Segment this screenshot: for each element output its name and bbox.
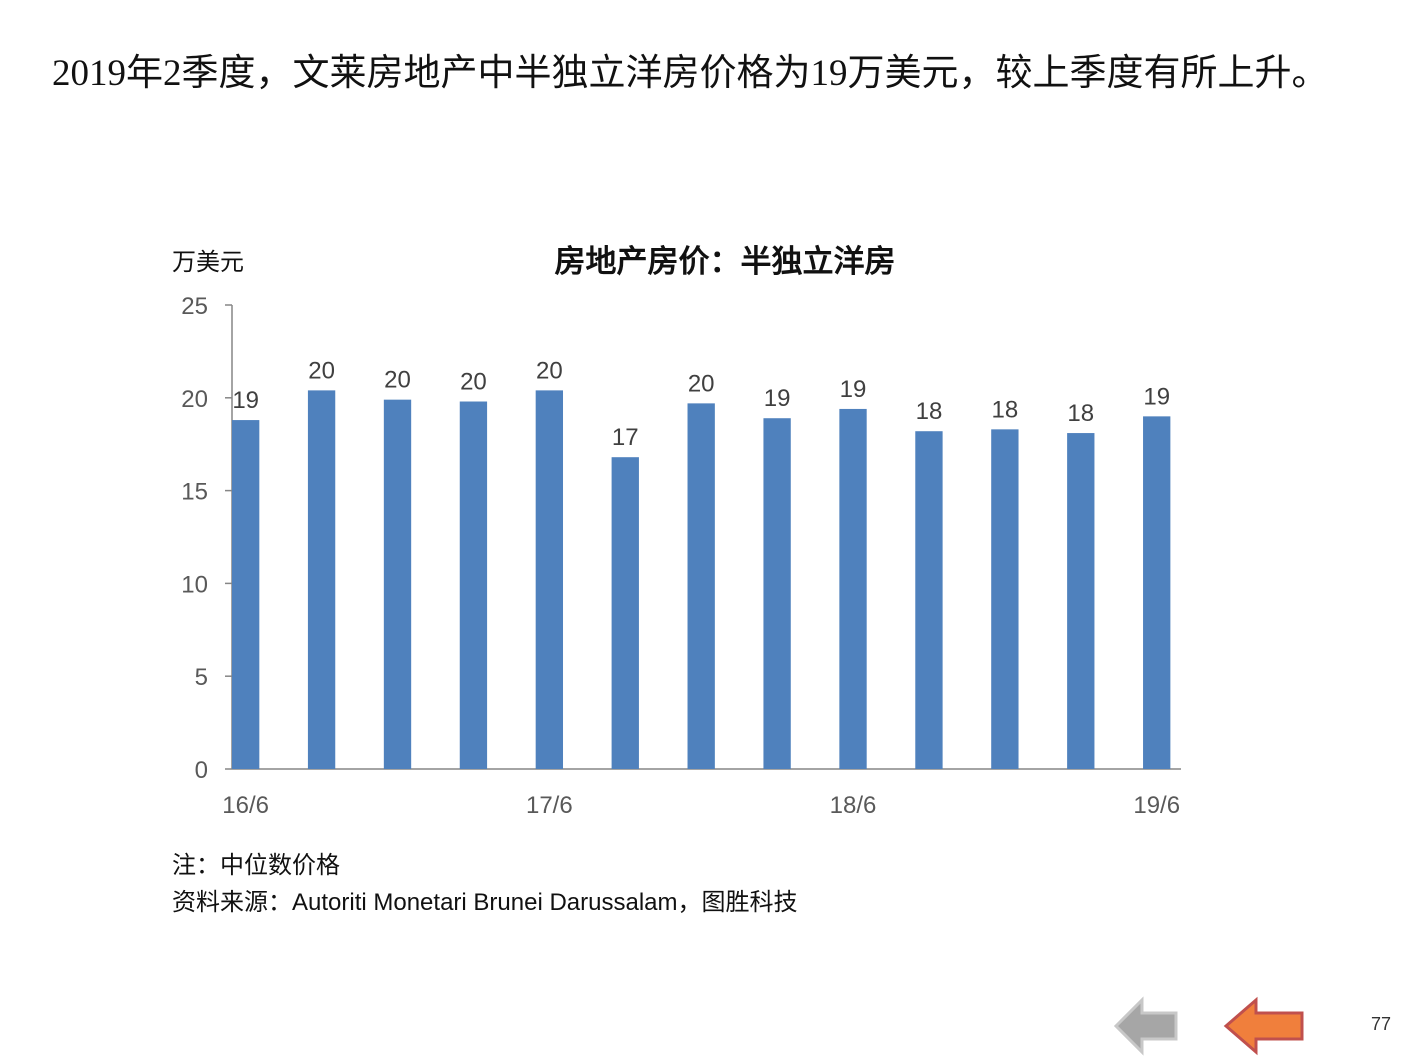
next-button[interactable] (1222, 996, 1308, 1056)
y-tick-label: 15 (181, 479, 208, 506)
data-labels: 19 20 20 20 20 17 20 19 19 18 18 18 19 (232, 357, 1170, 451)
bar-data-label: 20 (460, 369, 487, 396)
arrow-left-orange-icon (1223, 996, 1304, 1056)
x-tick-label: 16/6 (222, 792, 269, 819)
bar (1067, 433, 1095, 769)
bar (611, 457, 639, 769)
bar (383, 399, 412, 769)
chart-source: 资料来源：Autoriti Monetari Brunei Darussalam… (172, 889, 798, 916)
bar-data-label: 19 (764, 385, 791, 412)
y-tick-label: 10 (181, 571, 208, 598)
bar-data-label: 20 (308, 357, 335, 384)
bar (991, 429, 1019, 769)
bar-series (232, 390, 1171, 769)
y-axis-unit-label: 万美元 (172, 249, 244, 276)
y-axis: 0 5 10 15 20 25 (181, 293, 233, 784)
y-tick-label: 20 (181, 386, 208, 413)
bar-data-label: 18 (916, 398, 943, 425)
bar (232, 420, 260, 769)
bar (763, 418, 791, 769)
x-tick-label: 19/6 (1133, 792, 1180, 819)
bar (687, 403, 715, 769)
bar-data-label: 20 (688, 370, 715, 397)
x-tick-label: 18/6 (830, 792, 877, 819)
y-tick-label: 5 (195, 664, 208, 691)
arrow-left-gray-icon (1113, 996, 1178, 1056)
back-button[interactable] (1112, 996, 1182, 1056)
bar-data-label: 17 (612, 424, 639, 451)
y-tick-label: 25 (181, 293, 208, 320)
bar (915, 431, 943, 769)
bar-data-label: 20 (384, 367, 411, 394)
chart-title: 房地产房价：半独立洋房 (555, 244, 896, 279)
bar-data-label: 20 (536, 357, 563, 384)
page-number: 77 (1370, 1014, 1391, 1034)
bar (307, 390, 336, 769)
bar-data-label: 19 (1143, 383, 1170, 410)
headline-text: 2019年2季度，文莱房地产中半独立洋房价格为19万美元，较上季度有所上升。 (52, 53, 1329, 94)
bar (839, 408, 867, 769)
bar-data-label: 19 (232, 387, 259, 414)
x-axis: 16/6 17/6 18/6 19/6 (222, 768, 1181, 819)
chart-note: 注：中位数价格 (172, 852, 340, 879)
bar-data-label: 18 (1067, 400, 1094, 427)
bar (459, 401, 488, 769)
bar-data-label: 19 (840, 376, 867, 403)
y-tick-label: 0 (195, 757, 208, 784)
bar (1143, 416, 1171, 769)
bar-data-label: 18 (992, 396, 1019, 423)
bar (535, 390, 564, 769)
x-tick-label: 17/6 (526, 792, 573, 819)
